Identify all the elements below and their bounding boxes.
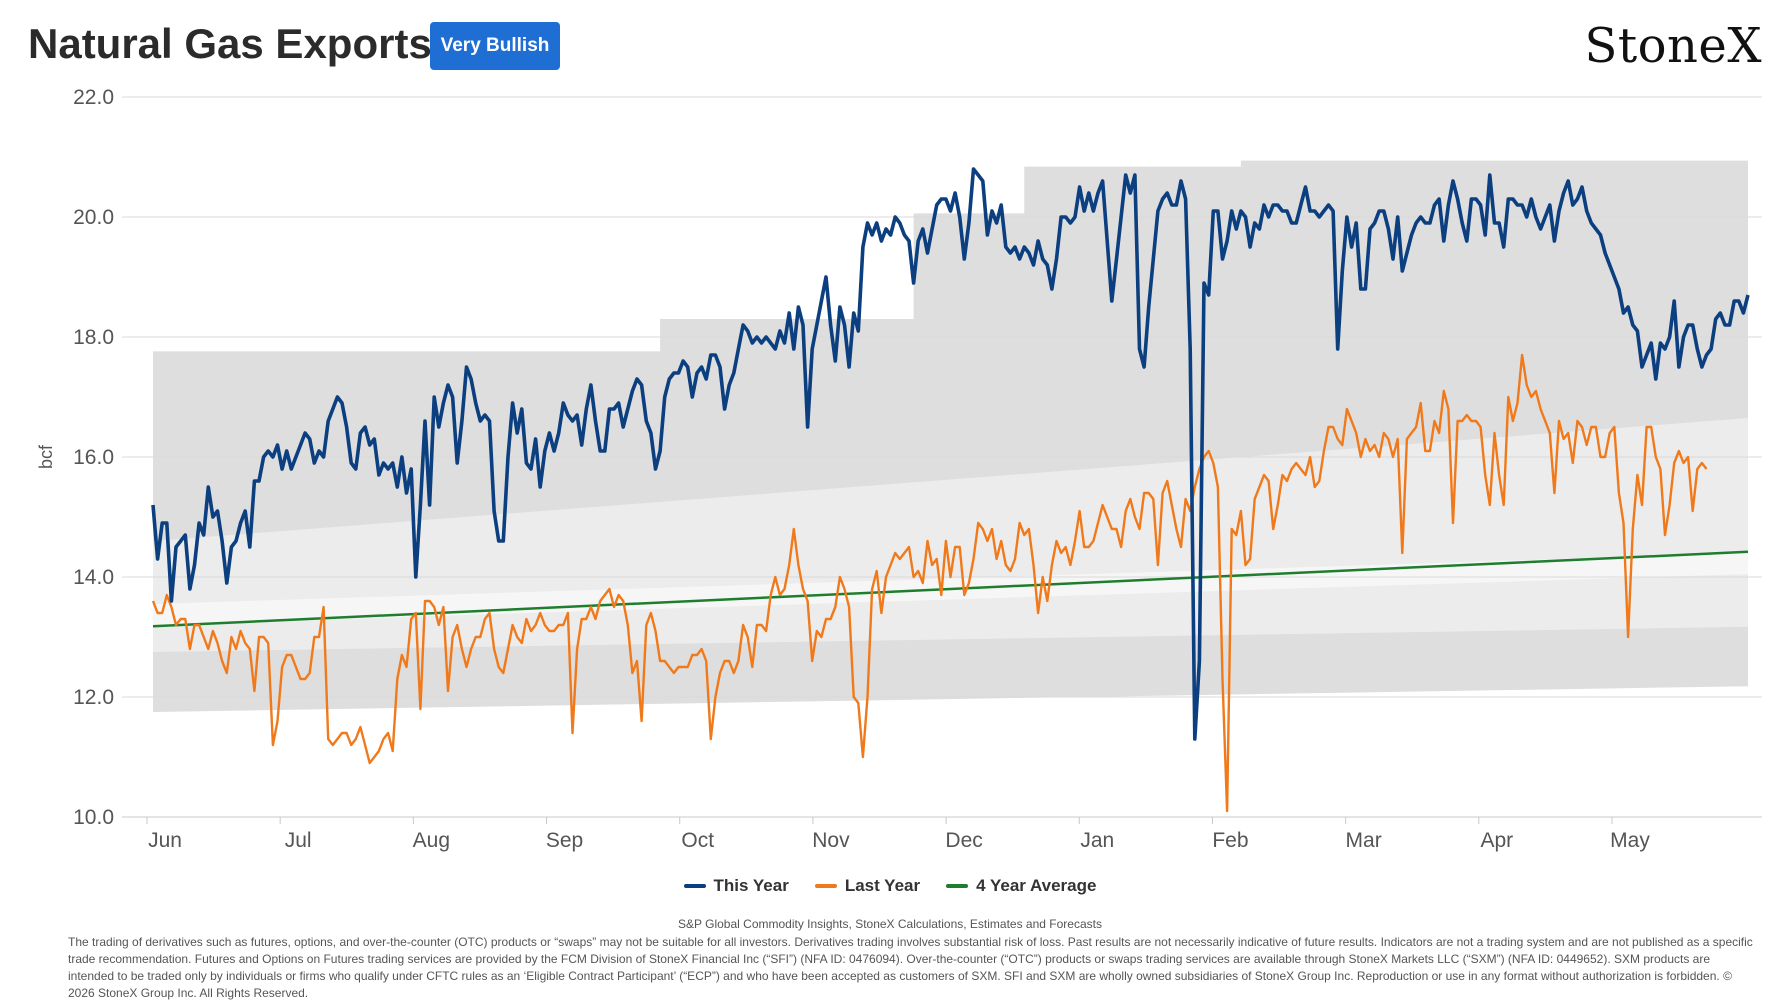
- grid-lines: [122, 96, 1762, 818]
- x-tick-label: Apr: [1480, 829, 1513, 852]
- legend-swatch-this-year: [683, 884, 706, 888]
- x-tick-label: Oct: [681, 829, 714, 852]
- x-tick-label: Dec: [945, 829, 982, 852]
- legend-item-4yr-avg[interactable]: 4 Year Average: [946, 876, 1096, 896]
- x-tick-label: Jul: [285, 829, 312, 852]
- legend-label-this-year: This Year: [713, 876, 789, 895]
- x-tick-label: Sep: [546, 829, 583, 852]
- x-tick-label: May: [1610, 829, 1650, 852]
- x-tick-label: Jan: [1080, 829, 1114, 852]
- series-line-this-year: [151, 167, 1750, 741]
- legend-item-this-year[interactable]: This Year: [683, 876, 789, 896]
- series-lines: [151, 167, 1750, 813]
- y-tick-label: 18.0: [73, 326, 114, 349]
- y-tick-label: 10.0: [73, 806, 114, 829]
- x-tick-label: Feb: [1212, 829, 1248, 852]
- sentiment-badge: Very Bullish: [430, 22, 560, 70]
- series-line-4yr-avg: [152, 550, 1749, 628]
- y-tick-label: 14.0: [73, 566, 114, 589]
- y-tick-label: 22.0: [73, 86, 114, 109]
- y-axis-label: bcf: [36, 444, 56, 469]
- exports-chart: 10.0 12.0 14.0 16.0 18.0 20.0 22.0 Jun Jul Aug Se…: [36, 86, 1762, 852]
- legend-swatch-last-year: [814, 884, 837, 888]
- x-tick-label: Nov: [812, 829, 850, 852]
- y-tick-label: 20.0: [73, 206, 114, 229]
- y-tick-label: 12.0: [73, 686, 114, 709]
- y-tick-label: 16.0: [73, 446, 114, 469]
- x-axis-ticks: Jun Jul Aug Sep Oct Nov Dec Jan Feb Mar Apr May: [146, 817, 1650, 852]
- legend-item-last-year[interactable]: Last Year: [814, 876, 921, 896]
- source-note: S&P Global Commodity Insights, StoneX Ca…: [678, 917, 1102, 931]
- x-tick-label: Jun: [148, 829, 182, 852]
- legend-swatch-4yr-avg: [946, 884, 969, 888]
- x-tick-label: Mar: [1346, 829, 1382, 852]
- series-line-last-year: [151, 353, 1708, 813]
- legend-label-last-year: Last Year: [844, 876, 921, 895]
- y-axis-ticks: 10.0 12.0 14.0 16.0 18.0 20.0 22.0: [73, 86, 114, 829]
- disclaimer-text: The trading of derivatives such as futur…: [68, 935, 1753, 1000]
- legend-label-4yr-avg: 4 Year Average: [976, 876, 1097, 895]
- range-bands: [153, 160, 1748, 713]
- chart-title: Natural Gas Exports: [28, 20, 432, 67]
- legend: This Year Last Year 4 Year Average: [0, 876, 1780, 896]
- stonex-logo: StoneX: [1584, 18, 1762, 74]
- x-tick-label: Aug: [413, 829, 450, 852]
